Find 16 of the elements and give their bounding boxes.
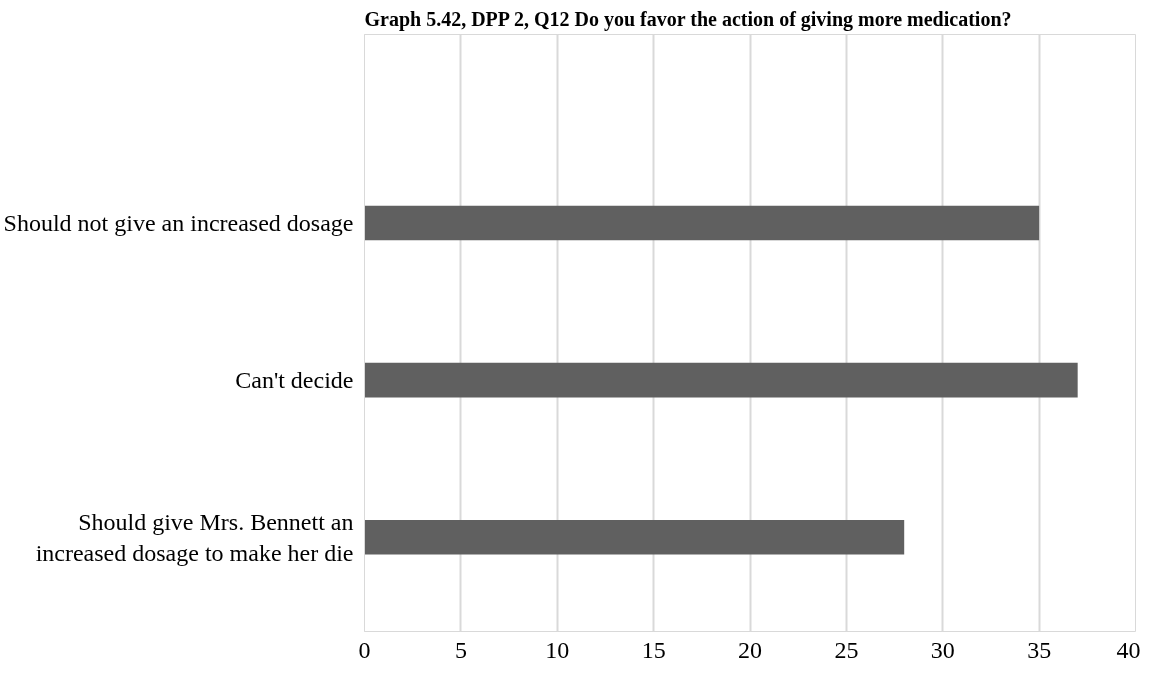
bar xyxy=(364,362,1078,398)
x-tick-label: 35 xyxy=(1027,636,1052,663)
x-tick-label: 25 xyxy=(834,636,859,663)
x-tick-label: 10 xyxy=(545,636,570,663)
y-tick-label: Should not give an increased dosage xyxy=(3,210,354,237)
bar xyxy=(364,205,1040,241)
chart-title: Graph 5.42, DPP 2, Q12 Do you favor the action of giving more medication? xyxy=(364,7,1012,31)
x-tick-label: 40 xyxy=(1116,636,1141,663)
x-tick-label: 5 xyxy=(454,636,467,663)
x-tick-label: 20 xyxy=(738,636,762,663)
x-tick-label: 30 xyxy=(930,636,955,663)
y-tick-label: Should give Mrs. Bennett an increased dosage to make her die xyxy=(35,508,354,566)
x-tick-label: 15 xyxy=(641,636,666,663)
x-tick-label: 0 xyxy=(358,636,371,663)
bar xyxy=(364,519,905,555)
y-tick-label: Can't decide xyxy=(235,367,354,394)
